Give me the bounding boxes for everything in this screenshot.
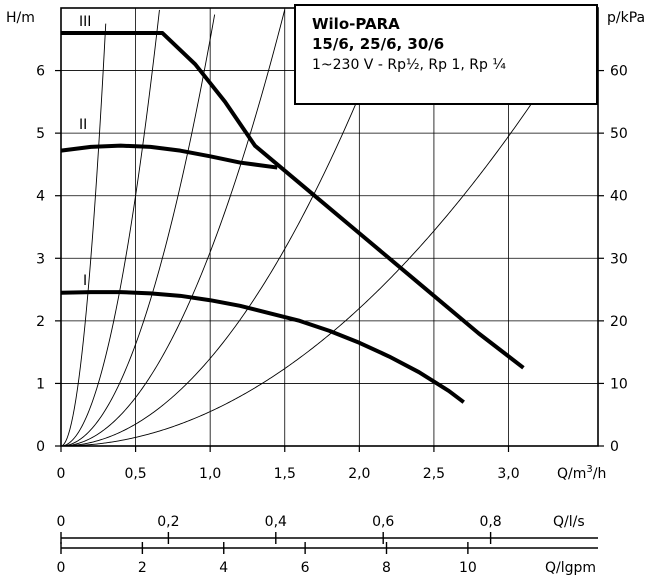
lpm-axis-tick-label: 8 <box>382 560 391 576</box>
lpm-axis-tick-label: 4 <box>219 560 228 576</box>
ls-axis-tick-label: 0,8 <box>479 514 501 530</box>
system-curve <box>60 14 216 447</box>
x-tick-label: 0,5 <box>124 466 146 482</box>
chart-legend: Wilo-PARA 15/6, 25/6, 30/6 1~230 V - Rp½… <box>294 4 598 105</box>
series-label-III: III <box>79 14 91 30</box>
x-axis-main-label: Q/m3/h <box>557 464 606 482</box>
system-curve <box>60 9 286 447</box>
left-tick-label: 3 <box>36 251 45 267</box>
x-tick-label: 2,5 <box>423 466 445 482</box>
system-curve <box>60 23 107 447</box>
left-tick-label: 6 <box>36 64 45 80</box>
curve-I <box>60 290 465 404</box>
legend-spec: 1~230 V - Rp½, Rp 1, Rp ¼ <box>312 57 506 73</box>
left-tick-label: 1 <box>36 376 45 392</box>
left-tick-label: 2 <box>36 314 45 330</box>
left-axis-ticks: 0 1 2 3 4 5 6 <box>36 64 61 455</box>
left-axis-label: H/m <box>6 10 35 26</box>
right-tick-label: 50 <box>610 126 628 142</box>
curve-II <box>60 143 278 170</box>
right-tick-label: 20 <box>610 314 628 330</box>
system-curve <box>60 10 395 447</box>
right-tick-label: 60 <box>610 64 628 80</box>
x-tick-label: 1,5 <box>274 466 296 482</box>
x-axis-ls: 0 0,2 0,4 0,6 0,8 <box>57 514 598 544</box>
ls-axis-tick-label: 0 <box>57 514 66 530</box>
x-axis-ticks: 0 0,5 1,0 1,5 2,0 2,5 3,0 <box>57 446 520 482</box>
left-tick-label: 5 <box>36 126 45 142</box>
left-tick-label: 0 <box>36 439 45 455</box>
x-axis-lpm: 0 2 4 6 8 10 <box>57 542 598 576</box>
lpm-axis-tick-label: 0 <box>57 560 66 576</box>
x-tick-label: 2,0 <box>348 466 370 482</box>
x-tick-label: 1,0 <box>199 466 221 482</box>
system-curves <box>60 9 593 447</box>
lpm-axis-tick-label: 10 <box>459 560 477 576</box>
system-curve <box>61 9 593 447</box>
x-axis-ls-label: Q/l/s <box>553 514 585 530</box>
right-tick-label: 40 <box>610 189 628 205</box>
legend-title: Wilo-PARA <box>312 15 400 33</box>
ls-axis-tick-label: 0,2 <box>157 514 179 530</box>
ls-axis-tick-label: 0,6 <box>372 514 394 530</box>
right-axis-label: p/kPa <box>607 10 645 26</box>
right-tick-label: 0 <box>610 439 619 455</box>
x-axis-lpm-label: Q/lgpm <box>545 560 596 576</box>
curve-III <box>61 31 525 370</box>
x-tick-label: 0 <box>57 466 66 482</box>
series-label-I: I <box>83 273 87 289</box>
x-tick-label: 3,0 <box>497 466 519 482</box>
ls-axis-tick-label: 0,4 <box>265 514 287 530</box>
lpm-axis-tick-label: 2 <box>138 560 147 576</box>
series-label-II: II <box>79 117 87 133</box>
right-tick-label: 10 <box>610 376 628 392</box>
left-tick-label: 4 <box>36 189 45 205</box>
lpm-axis-tick-label: 6 <box>301 560 310 576</box>
right-axis-ticks: 0 10 20 30 40 50 60 <box>598 64 628 455</box>
system-curve <box>60 9 160 447</box>
right-tick-label: 30 <box>610 251 628 267</box>
pump-curves <box>60 31 525 404</box>
legend-models: 15/6, 25/6, 30/6 <box>312 35 445 53</box>
